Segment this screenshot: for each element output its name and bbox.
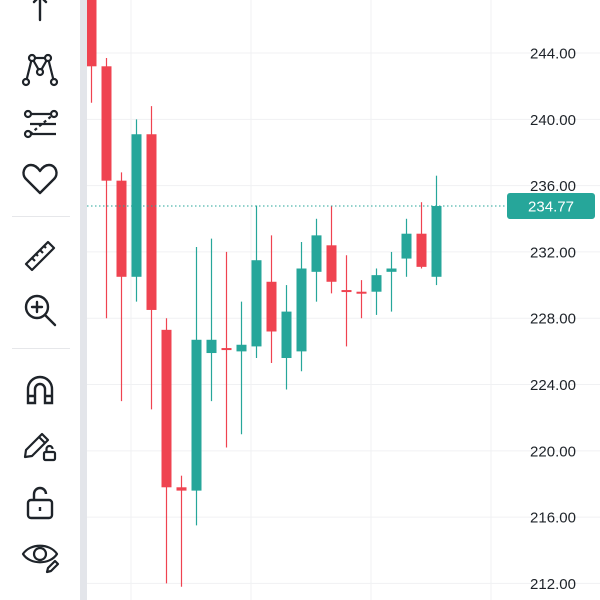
cursor-tool[interactable] — [16, 0, 64, 34]
candle-down[interactable] — [341, 255, 352, 347]
candle-body — [191, 339, 202, 491]
eye-icon — [21, 544, 60, 574]
candle-body — [341, 290, 352, 293]
pencil-lock-icon — [23, 432, 57, 462]
candle-up[interactable] — [386, 251, 397, 312]
candle-body — [176, 487, 187, 491]
magnet-tool[interactable] — [16, 365, 64, 413]
price-axis-label: 244.00 — [530, 46, 576, 63]
candle-body — [386, 268, 397, 272]
candle-up[interactable] — [191, 246, 202, 526]
candle-down[interactable] — [416, 202, 427, 269]
candle-body — [146, 134, 157, 310]
candle-body — [101, 66, 112, 181]
candle-down[interactable] — [101, 58, 112, 319]
price-axis-label: 236.00 — [530, 178, 576, 195]
fib-tool[interactable] — [16, 100, 64, 148]
candle-down[interactable] — [221, 251, 232, 448]
ruler-icon — [24, 240, 56, 272]
candlestick-chart[interactable]: 234.77 244.00 240.00 236.00 232.00 228.00 224… — [87, 0, 600, 600]
xabcd-pattern-icon — [21, 53, 59, 87]
magnet-icon — [26, 375, 54, 405]
candle-body — [356, 291, 367, 294]
heart-icon — [22, 163, 58, 195]
candle-down[interactable] — [161, 318, 172, 584]
candle-body — [431, 206, 442, 277]
candle-body — [416, 233, 427, 267]
zoom-in-icon — [24, 294, 57, 327]
candle-body — [116, 180, 127, 277]
lock-drawing-tool[interactable] — [16, 420, 64, 468]
cross-arrow-icon — [32, 0, 48, 22]
current-price-tag — [507, 193, 595, 220]
candle-body — [311, 235, 322, 272]
candle-up[interactable] — [311, 218, 322, 302]
candle-up[interactable] — [236, 301, 247, 435]
favorites-tool[interactable] — [16, 155, 64, 203]
current-price-label: 234.77 — [528, 199, 574, 216]
price-axis-label: 228.00 — [530, 311, 576, 328]
lock-all-tool[interactable] — [16, 478, 64, 526]
candle-up[interactable] — [431, 175, 442, 286]
candle-up[interactable] — [251, 205, 262, 359]
price-axis-label: 232.00 — [530, 244, 576, 261]
candle-up[interactable] — [296, 241, 307, 372]
price-axis-label: 216.00 — [530, 510, 576, 527]
toolbar-divider — [12, 216, 70, 217]
price-axis-label: 240.00 — [530, 112, 576, 129]
candle-up[interactable] — [281, 285, 292, 390]
candle-up[interactable] — [401, 218, 412, 277]
candle-down[interactable] — [176, 475, 187, 587]
candle-body — [326, 245, 337, 282]
drawing-toolbar — [0, 0, 80, 600]
candle-body — [371, 275, 382, 292]
candle-body — [251, 260, 262, 347]
fib-retracement-icon — [23, 109, 59, 139]
candle-down[interactable] — [356, 280, 367, 319]
candle-body — [221, 348, 232, 351]
candle-body — [161, 329, 172, 488]
candle-down[interactable] — [326, 205, 337, 294]
price-axis: 244.00 240.00 236.00 232.00 228.00 224.00 220.… — [530, 46, 576, 593]
toolbar-scrollbar[interactable] — [80, 0, 87, 600]
price-axis-label: 224.00 — [530, 377, 576, 394]
chart-grid — [87, 0, 600, 600]
current-price-line: 234.77 — [87, 193, 595, 220]
candle-body — [87, 0, 97, 67]
candle-body — [266, 281, 277, 332]
candle-body — [401, 233, 412, 259]
unlock-icon — [26, 486, 54, 520]
candle-down[interactable] — [116, 172, 127, 402]
candle-body — [236, 344, 247, 352]
price-axis-label: 220.00 — [530, 443, 576, 460]
candle-down[interactable] — [266, 235, 277, 363]
candle-up[interactable] — [206, 238, 217, 402]
toolbar-divider — [12, 348, 70, 349]
price-axis-label: 212.00 — [530, 576, 576, 593]
candle-up[interactable] — [131, 119, 142, 302]
visibility-tool[interactable] — [16, 530, 64, 578]
candle-down[interactable] — [146, 106, 157, 410]
pattern-tool[interactable] — [16, 44, 64, 92]
candles — [87, 0, 442, 587]
zoom-tool[interactable] — [16, 286, 64, 334]
candle-up[interactable] — [371, 268, 382, 315]
candle-body — [281, 311, 292, 359]
measure-tool[interactable] — [16, 232, 64, 280]
candle-body — [206, 339, 217, 354]
candle-body — [296, 268, 307, 352]
candle-down[interactable] — [87, 0, 97, 103]
